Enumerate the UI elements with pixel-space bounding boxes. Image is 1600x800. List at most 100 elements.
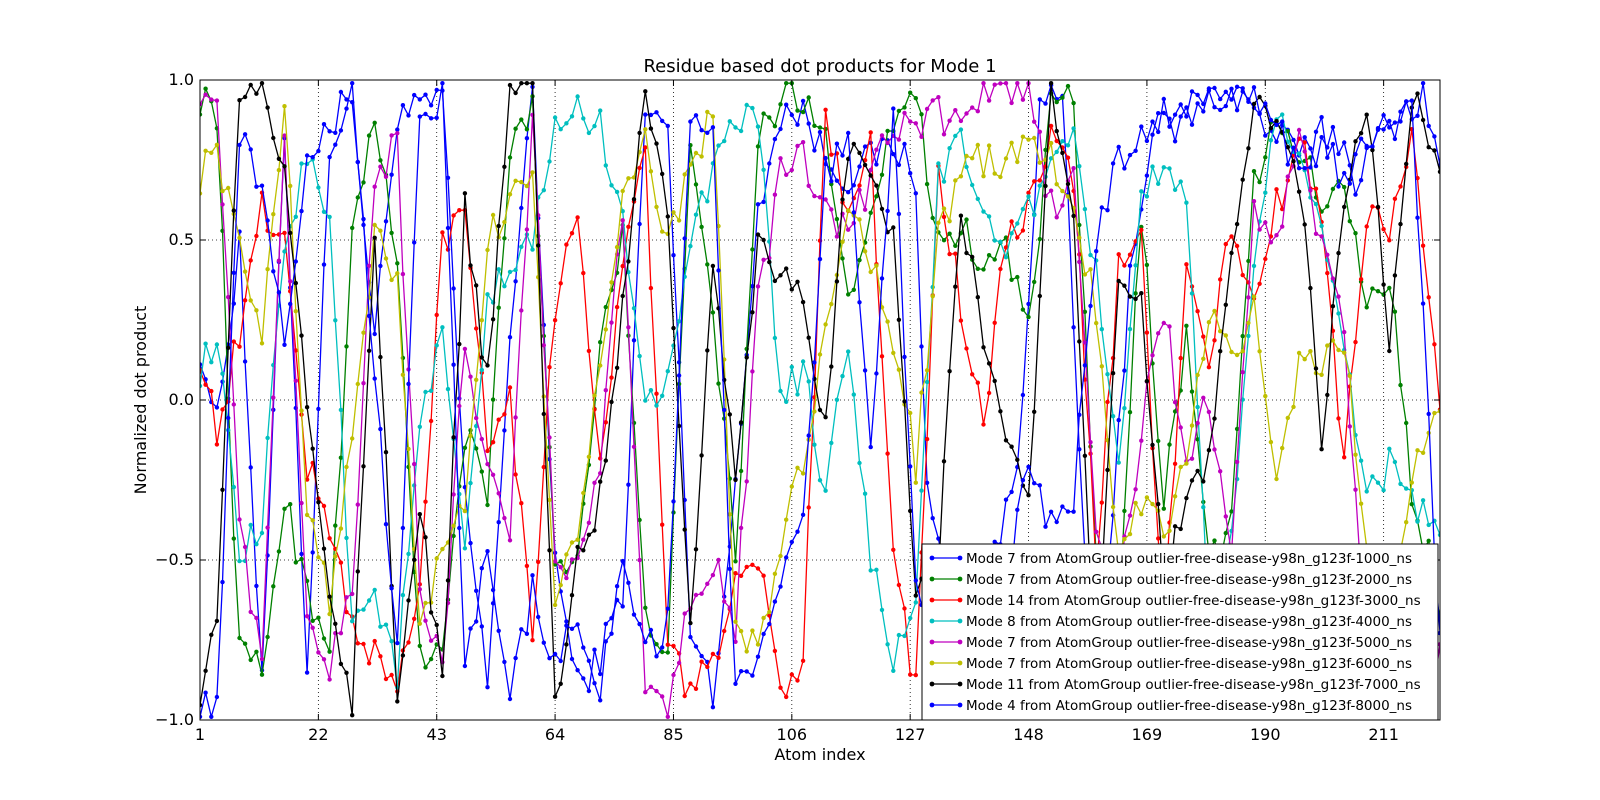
data-point	[891, 225, 896, 230]
data-point	[282, 164, 287, 169]
data-point	[304, 512, 310, 518]
data-point	[1212, 85, 1217, 91]
data-point	[1060, 139, 1065, 144]
data-point	[1127, 152, 1133, 158]
data-point	[254, 615, 259, 621]
data-point	[316, 185, 321, 190]
data-point	[209, 632, 214, 637]
data-point	[1234, 84, 1240, 90]
data-point	[541, 411, 546, 417]
data-point	[344, 344, 349, 349]
data-point	[964, 217, 969, 222]
data-point	[671, 643, 676, 649]
data-point	[259, 656, 265, 662]
data-point	[1201, 356, 1206, 361]
data-point	[817, 352, 823, 357]
data-point	[451, 213, 456, 218]
data-point	[829, 152, 834, 157]
data-point	[829, 207, 834, 212]
data-point	[592, 528, 597, 533]
y-tick-label: 0.5	[169, 230, 194, 249]
data-point	[389, 277, 394, 283]
data-point	[1020, 307, 1026, 312]
data-point	[451, 523, 456, 528]
data-point	[924, 368, 930, 373]
data-point	[970, 372, 975, 377]
data-point	[1054, 99, 1059, 105]
data-point	[1201, 109, 1206, 114]
data-point	[1094, 529, 1099, 534]
data-point	[327, 649, 332, 654]
data-point	[660, 118, 665, 124]
data-point	[485, 549, 490, 554]
data-point	[1353, 192, 1358, 197]
data-point	[603, 304, 608, 310]
data-point	[1127, 410, 1133, 415]
data-point	[519, 179, 524, 185]
data-point	[496, 417, 501, 422]
data-point	[1387, 348, 1392, 354]
data-point	[789, 287, 794, 292]
data-point	[355, 159, 360, 165]
data-point	[800, 299, 806, 305]
data-point	[581, 537, 586, 542]
data-point	[383, 622, 389, 627]
data-point	[1088, 303, 1093, 309]
data-point	[502, 659, 507, 665]
data-point	[727, 605, 732, 610]
data-point	[1263, 133, 1268, 138]
data-point	[383, 676, 389, 682]
data-point	[366, 661, 372, 666]
data-point	[547, 159, 552, 164]
data-point	[1223, 530, 1229, 536]
data-point	[1364, 224, 1369, 229]
data-point	[772, 124, 778, 129]
data-point	[812, 123, 817, 128]
data-point	[507, 269, 513, 275]
data-point	[200, 383, 203, 389]
data-point	[366, 263, 372, 268]
data-point	[665, 650, 670, 655]
legend-item: Mode 11 from AtomGroup outlier-free-dise…	[929, 677, 1421, 693]
data-point	[338, 407, 344, 413]
data-point	[1201, 479, 1206, 484]
data-point	[1172, 187, 1178, 192]
data-point	[1398, 184, 1403, 189]
data-point	[519, 117, 524, 122]
data-point	[1082, 206, 1088, 212]
data-point	[710, 263, 716, 269]
data-point	[1037, 293, 1043, 299]
data-point	[1263, 190, 1268, 195]
data-point	[767, 613, 772, 618]
data-point	[1212, 105, 1217, 110]
data-point	[338, 560, 344, 565]
data-point	[609, 320, 614, 325]
data-point	[1122, 508, 1127, 514]
data-point	[761, 199, 766, 205]
data-point	[1037, 178, 1043, 183]
data-point	[1077, 164, 1082, 169]
data-point	[1246, 146, 1251, 151]
data-point	[941, 238, 947, 243]
data-point	[1150, 164, 1155, 169]
data-point	[496, 520, 501, 525]
data-point	[485, 247, 490, 253]
data-point	[778, 126, 783, 132]
legend: Mode 7 from AtomGroup outlier-free-disea…	[921, 543, 1439, 721]
data-point	[643, 605, 648, 610]
data-point	[710, 572, 716, 578]
data-point	[1387, 238, 1392, 243]
data-point	[265, 267, 270, 272]
data-point	[795, 108, 800, 113]
data-point	[750, 247, 755, 252]
data-point	[1189, 389, 1195, 394]
data-point	[812, 409, 817, 414]
data-point	[361, 180, 366, 185]
data-point	[682, 172, 687, 177]
data-point	[643, 398, 648, 403]
data-point	[1251, 85, 1257, 90]
data-point	[1020, 206, 1026, 212]
data-point	[479, 469, 484, 474]
data-point	[913, 578, 918, 583]
data-point	[586, 658, 592, 663]
